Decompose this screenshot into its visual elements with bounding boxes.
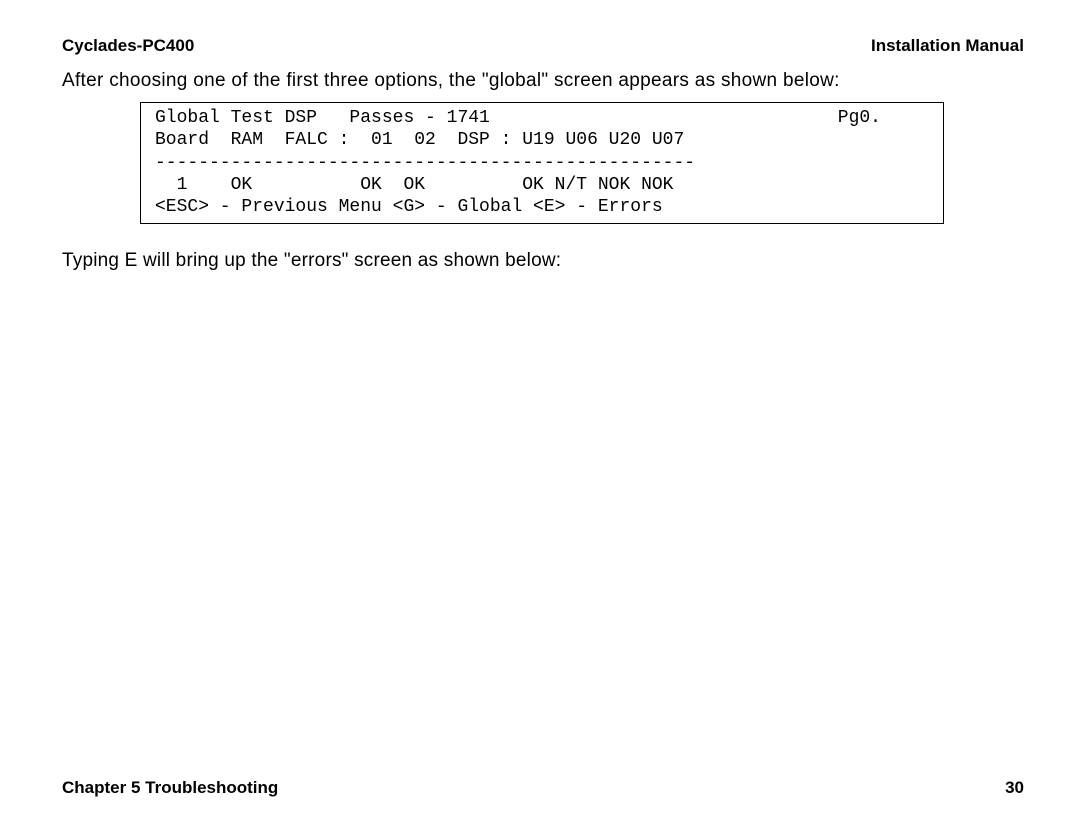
terminal-line-1: Global Test DSP Passes - 1741 Pg0. (141, 107, 943, 129)
terminal-line-4: 1 OK OK OK OK N/T NOK NOK (141, 174, 943, 196)
footer-right: 30 (1005, 778, 1024, 798)
terminal-line-1-right: Pg0. (838, 107, 881, 129)
terminal-line-2: Board RAM FALC : 01 02 DSP : U19 U06 U20… (141, 129, 943, 151)
intro-text: After choosing one of the first three op… (62, 70, 1024, 92)
terminal-line-1-left: Global Test DSP Passes - 1741 (155, 107, 490, 129)
header-left: Cyclades-PC400 (62, 36, 194, 56)
after-text: Typing E will bring up the "errors" scre… (62, 250, 1024, 272)
footer-left: Chapter 5 Troubleshooting (62, 778, 278, 798)
terminal-output: Global Test DSP Passes - 1741 Pg0. Board… (140, 102, 944, 224)
header-right: Installation Manual (871, 36, 1024, 56)
terminal-line-3: ----------------------------------------… (141, 152, 943, 174)
terminal-line-5: <ESC> - Previous Menu <G> - Global <E> -… (141, 196, 943, 218)
